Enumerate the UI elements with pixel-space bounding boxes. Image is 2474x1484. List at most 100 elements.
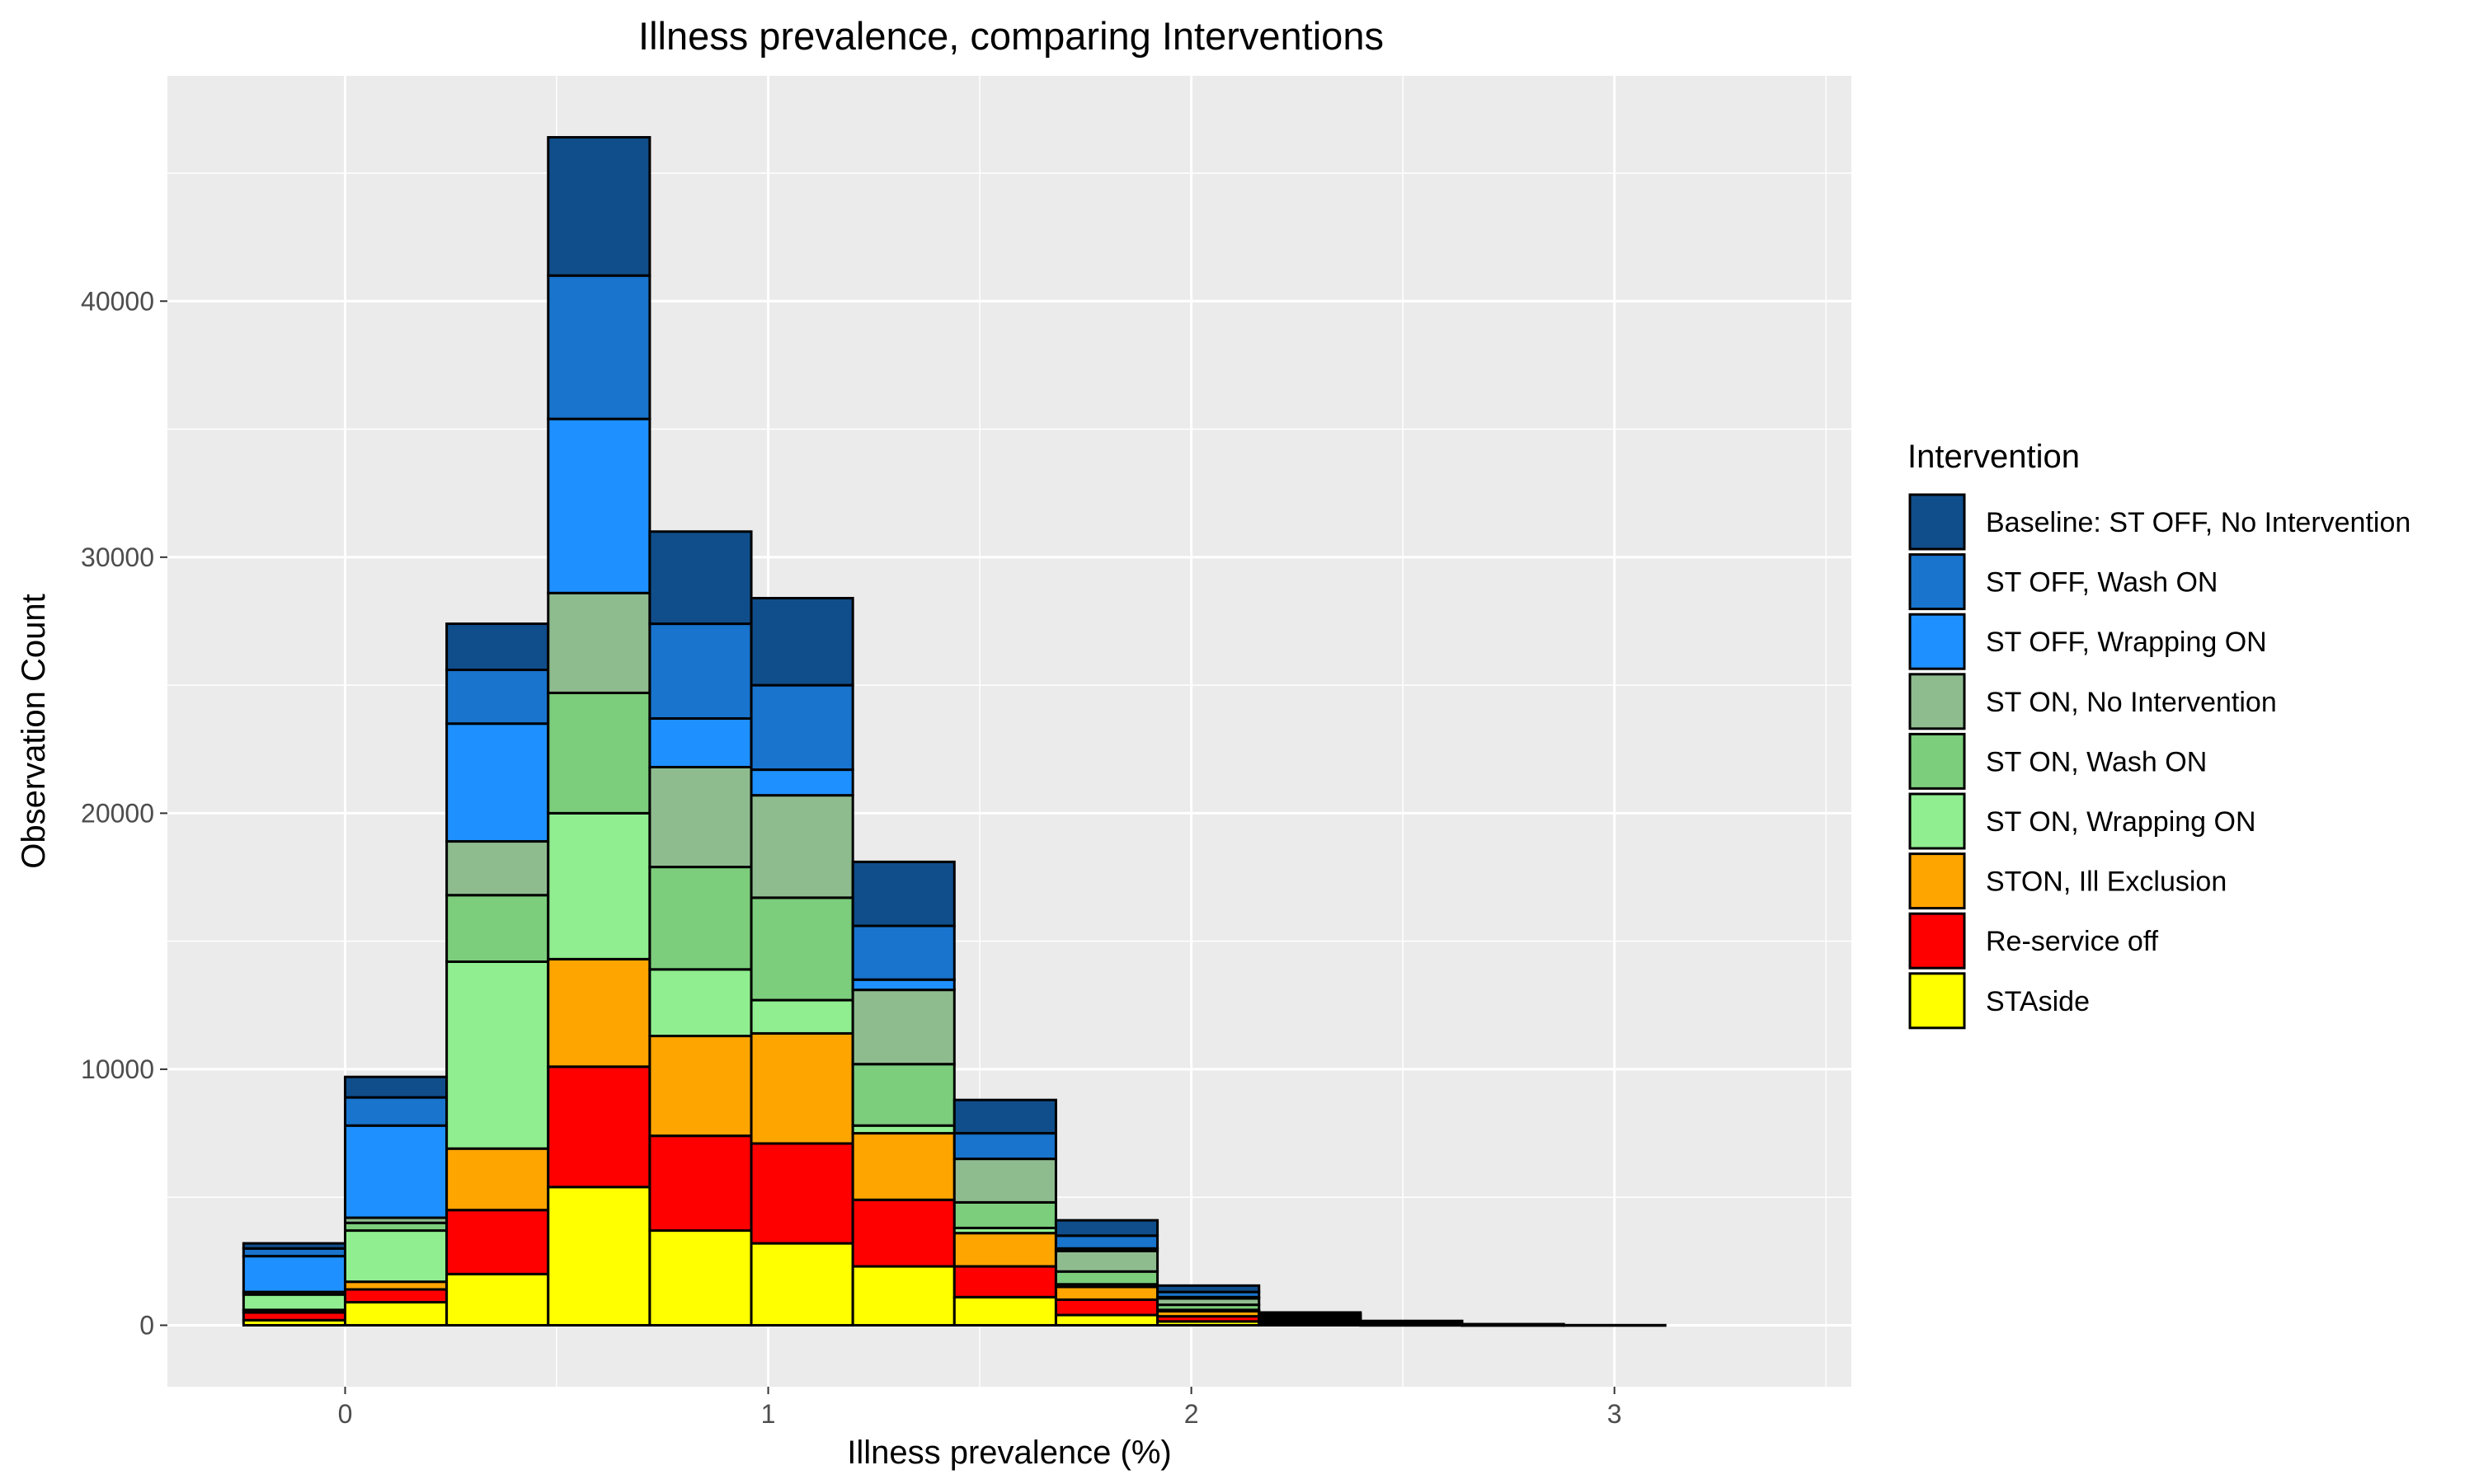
x-tick-label: 2 (1184, 1399, 1199, 1429)
bar-segment (445, 622, 550, 671)
bar-segment (1054, 1249, 1159, 1273)
bar-segment (1258, 1311, 1362, 1316)
bar-segment (1054, 1285, 1159, 1301)
bar-segment (547, 274, 651, 420)
legend-key (1908, 792, 1966, 850)
bar-segment (547, 1186, 651, 1327)
bar-segment (343, 1096, 449, 1127)
bar-segment (750, 1242, 854, 1327)
bar-segment (547, 591, 651, 694)
bar-segment (648, 1035, 753, 1138)
legend: Intervention Baseline: ST OFF, No Interv… (1907, 439, 2411, 1030)
bar-segment (648, 1229, 753, 1327)
bar-segment (343, 1075, 449, 1099)
y-axis-title: Observation Count (16, 594, 52, 869)
legend-label: Re-service off (1986, 926, 2159, 957)
bar-segment (648, 530, 753, 626)
bar-segment (952, 1098, 1057, 1135)
bar-segment (445, 840, 550, 897)
bar-segment (445, 894, 550, 963)
bar-segment (1359, 1319, 1464, 1323)
legend-key (1908, 732, 1966, 790)
bar-segment (242, 1293, 346, 1312)
bar-segment (547, 417, 651, 594)
legend-label: Baseline: ST OFF, No Intervention (1986, 507, 2411, 538)
bar-segment (547, 691, 651, 815)
bar-segment (851, 1265, 956, 1327)
bar-segment (851, 1063, 956, 1127)
bar-segment (750, 896, 854, 1002)
bar-segment (952, 1265, 1057, 1298)
bar-segment (547, 811, 651, 960)
bar-segment (648, 866, 753, 971)
bar-segment (1460, 1322, 1565, 1327)
bar-segment (648, 765, 753, 869)
bar-segment (648, 716, 753, 768)
bar-segment (750, 998, 854, 1035)
bar-segment (445, 668, 550, 726)
bar-segment (343, 1124, 449, 1219)
y-axis-ticks: 0 10000 20000 30000 40000 (81, 286, 167, 1340)
legend-label: ST ON, No Intervention (1986, 687, 2277, 718)
bar-segment (547, 957, 651, 1068)
legend-label: STON, Ill Exclusion (1986, 866, 2227, 898)
bar-segment (648, 968, 753, 1038)
legend-key (1908, 912, 1966, 970)
bar-segment (952, 1158, 1057, 1204)
bar-segment (1054, 1219, 1159, 1237)
bar-segment (750, 1031, 854, 1145)
legend-label: ST ON, Wash ON (1986, 746, 2207, 777)
bar-segment (851, 1198, 956, 1268)
y-tick-label: 20000 (81, 798, 154, 828)
bar-segment (750, 1142, 854, 1245)
bar-segment (851, 860, 956, 928)
bar-segment (648, 1134, 753, 1233)
bar-segment (1054, 1313, 1159, 1327)
x-tick-label: 3 (1607, 1399, 1622, 1429)
y-tick-label: 40000 (81, 286, 154, 316)
bar-segment (851, 1132, 956, 1201)
bar-segment (343, 1229, 449, 1284)
bar-segment (445, 1272, 550, 1327)
y-tick-label: 0 (139, 1310, 154, 1340)
x-tick-label: 0 (338, 1399, 353, 1429)
y-tick-label: 10000 (81, 1054, 154, 1084)
bar-segment (750, 683, 854, 772)
bar-segment (1054, 1234, 1159, 1250)
legend-key (1908, 673, 1966, 730)
bar-segment (1054, 1270, 1159, 1286)
bar-segment (343, 1301, 449, 1327)
bar-segment (750, 597, 854, 687)
legend-key (1908, 852, 1966, 910)
bar-segment (242, 1242, 346, 1250)
legend-label: STAside (1986, 986, 2090, 1017)
bar-segment (1054, 1298, 1159, 1317)
bar-segment (343, 1288, 449, 1304)
x-tick-label: 1 (761, 1399, 776, 1429)
bar-segment (648, 622, 753, 720)
bar-segment (445, 722, 550, 843)
bar-segment (750, 794, 854, 899)
bar-segment (242, 1255, 346, 1294)
bar-segment (445, 960, 550, 1150)
bar-segment (445, 1147, 550, 1212)
legend-label: ST ON, Wrapping ON (1986, 806, 2256, 838)
x-axis-ticks: 0 1 2 3 (338, 1387, 1622, 1429)
bar-segment (851, 924, 956, 981)
bar-segment (547, 136, 651, 277)
legend-key (1908, 972, 1966, 1030)
bar-segment (445, 1209, 550, 1275)
legend-label: ST OFF, Wrapping ON (1986, 627, 2267, 658)
bar-segment (750, 768, 854, 797)
chart-title: Illness prevalence, comparing Interventi… (638, 14, 1384, 58)
bar-segment (1156, 1284, 1261, 1294)
bar-segment (851, 989, 956, 1066)
legend-key (1908, 493, 1966, 551)
legend-key (1908, 613, 1966, 670)
legend-label: ST OFF, Wash ON (1986, 567, 2218, 599)
y-tick-label: 30000 (81, 542, 154, 572)
bar-segment (952, 1232, 1057, 1268)
bar-segment (1562, 1323, 1667, 1327)
bar-segment (952, 1132, 1057, 1161)
